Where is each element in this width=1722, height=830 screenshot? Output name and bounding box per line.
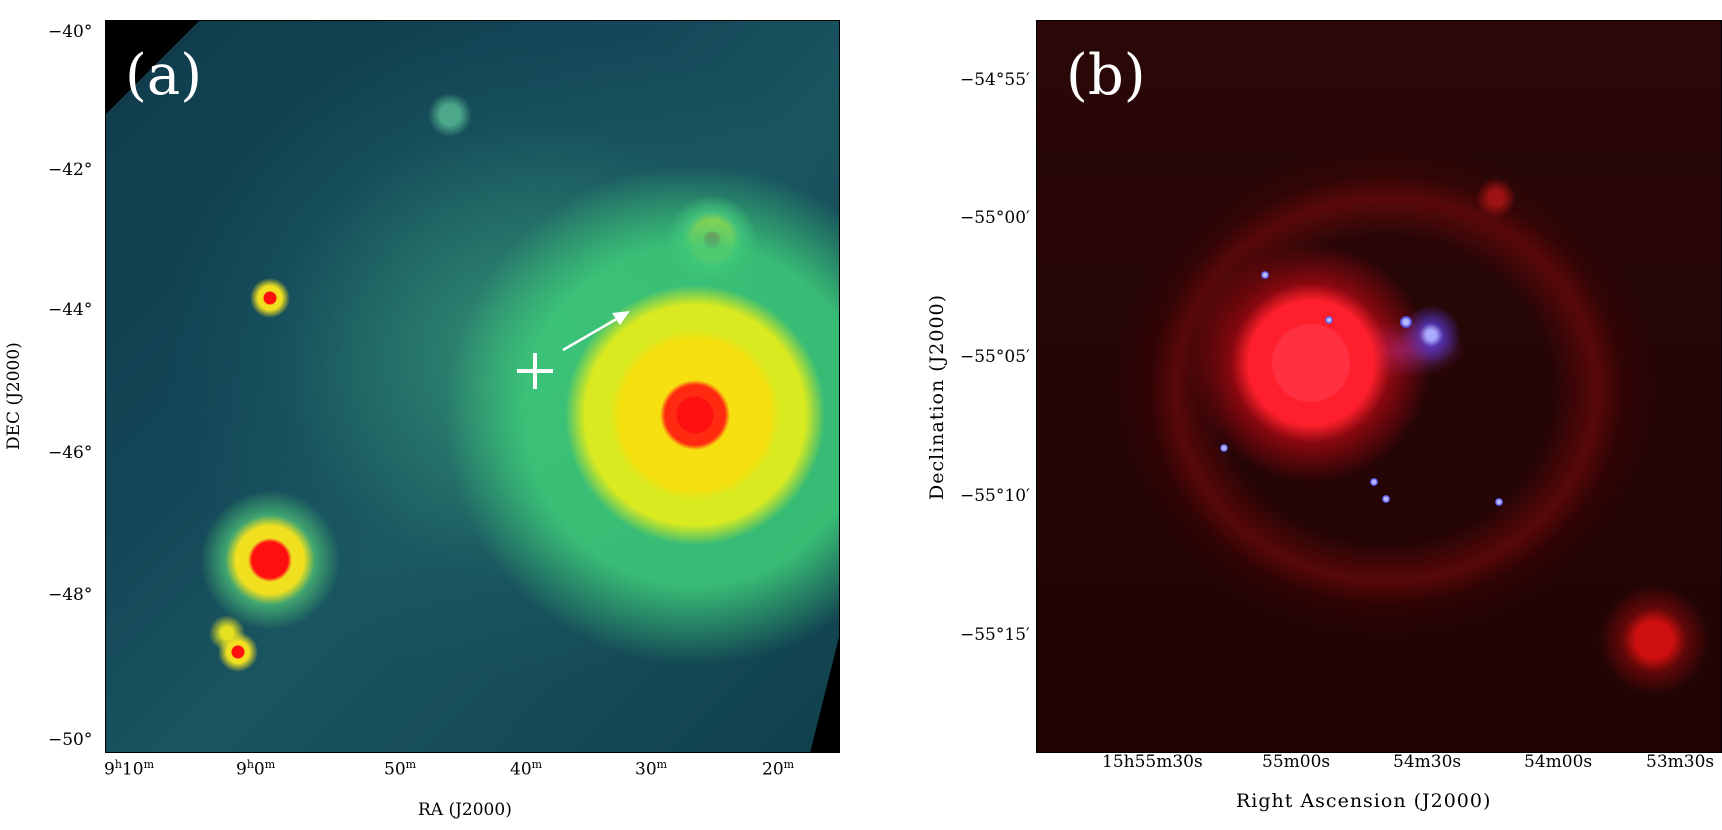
panel-a-label: (a) [125,43,203,108]
panel-b-xtick: 54m30s [1393,752,1462,772]
panel-a-ytick: −40° [48,22,93,42]
panel-b-label: (b) [1066,43,1146,108]
panel-a-corner-mask [105,20,200,115]
panel-a-y-axis-title: DEC (J2000) [4,342,24,450]
point-source [1495,498,1503,506]
panel-b-ytick: −55°10′ [960,486,1030,506]
panel-b-image: (b) [1036,20,1722,753]
crosshair-horizontal [517,369,553,373]
point-source [1382,495,1390,503]
panel-b-ytick: −55°15′ [960,625,1030,645]
panel-a-ytick: −46° [48,443,93,463]
motion-arrow [562,311,630,352]
panel-b-ytick: −54°55′ [960,70,1030,90]
panel-b-xtick: 54m00s [1524,752,1593,772]
point-source [1261,271,1269,279]
panel-a-xtick: 50m [384,758,417,780]
panel-a-ytick: −44° [48,300,93,320]
panel-a-xtick: 9h0m [236,758,276,780]
panel-b-ytick: −55°00′ [960,208,1030,228]
panel-b-xtick: 15h55m30s [1102,752,1203,772]
panel-a-ytick: −50° [48,730,93,750]
panel-b-y-axis-title: Declination (J2000) [926,293,948,500]
point-source [1325,316,1333,324]
panel-a-xtick: 40m [510,758,543,780]
panel-b-ytick: −55°05′ [960,347,1030,367]
panel-a-ytick: −42° [48,160,93,180]
panel-a-xtick: 9h10m [104,758,154,780]
panel-a-x-axis-title: RA (J2000) [418,800,512,820]
point-source [1370,478,1378,486]
panel-b-xtick: 55m00s [1262,752,1331,772]
panel-a-corner-mask-br [810,633,840,753]
point-source [1220,444,1228,452]
panel-a-xtick: 20m [762,758,795,780]
panel-a-image: (a) [105,20,840,753]
panel-a-xtick: 30m [635,758,668,780]
panel-a-ytick: −48° [48,585,93,605]
panel-b-x-axis-title: Right Ascension (J2000) [1236,790,1492,812]
panel-b-xtick: 53m30s [1646,752,1715,772]
pulsar-point-source [1400,316,1412,328]
